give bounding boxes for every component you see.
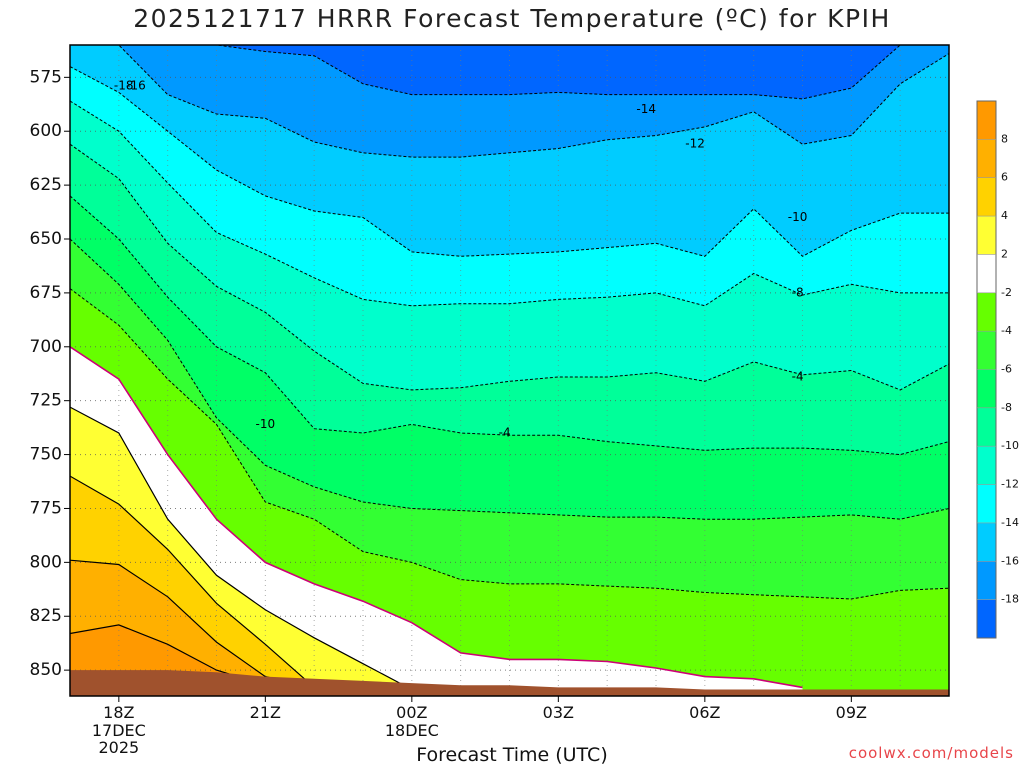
x-tick-sublabel: 18DEC [385,721,439,740]
colorbar-swatch [977,407,996,447]
y-tick-label: 625 [30,175,62,195]
x-axis-label: Forecast Time (UTC) [416,744,608,766]
contour-label: -18 [114,78,134,92]
colorbar-label: -10 [1001,439,1019,452]
y-tick-label: 850 [30,660,62,680]
colorbar-label: 6 [1001,171,1008,184]
contour-label: -16 [126,78,146,92]
colorbar-label: -14 [1001,516,1019,529]
contour-label: -10 [256,417,276,431]
isotherm--14 [70,66,949,257]
colorbar-label: -2 [1001,286,1012,299]
y-tick-label: 700 [30,337,62,357]
isotherm--2 [70,346,803,689]
colorbar-swatch [977,139,996,179]
colorbar-swatch [977,369,996,409]
x-tick-sublabel: 2025 [98,738,139,757]
y-tick-label: 775 [30,498,62,518]
y-tick-label: 650 [30,229,62,249]
colorbar-label: -16 [1001,554,1019,567]
y-tick-label: 800 [30,552,62,572]
contour-label: -14 [636,102,656,116]
y-tick-label: 600 [30,121,62,141]
isotherm--12 [70,100,949,307]
isotherm--16 [113,45,949,158]
colorbar-swatch [977,177,996,217]
contour-label: -8 [792,285,804,299]
isotherm--10 [70,143,949,391]
chart-title: 2025121717 HRRR Forecast Temperature (ºC… [133,4,891,33]
colorbar-swatch [977,331,996,370]
colorbar-swatch [977,254,996,294]
contour-label: -4 [499,426,511,440]
y-tick-label: 825 [30,606,62,626]
colorbar-label: -12 [1001,478,1019,491]
x-tick-label: 09Z [836,703,867,722]
colorbar-swatch [977,484,996,524]
colorbar-label: 4 [1001,209,1008,222]
contour-label: -4 [792,369,804,383]
colorbar-swatch [977,446,996,486]
colorbar-swatch [977,101,996,140]
colorbar-label: 8 [1001,132,1008,145]
colorbar-label: -8 [1001,401,1012,414]
isotherm--8 [70,195,949,456]
terrain-surface [70,670,949,696]
isotherm--6 [70,238,949,520]
x-tick-label: 21Z [250,703,281,722]
site-credit: coolwx.com/models [848,744,1014,762]
x-tick-label: 18Z [103,703,134,722]
y-tick-label: 575 [30,67,62,87]
y-tick-label: 675 [30,283,62,303]
colorbar-label: -18 [1001,593,1019,606]
x-tick-label: 03Z [543,703,574,722]
isotherm--18 [210,45,902,100]
y-tick-label: 750 [30,445,62,465]
colorbar-swatch [977,292,996,332]
colorbar-swatch [977,216,996,255]
isotherm-2 [70,475,315,688]
contour-label: -12 [685,137,705,151]
plot-frame [69,44,950,697]
colorbar-swatch [977,522,996,562]
colorbar-label: -4 [1001,324,1012,337]
isotherm--4 [70,288,949,600]
x-tick-label: 00Z [396,703,427,722]
isotherm-0 [70,406,413,691]
y-tick-label: 725 [30,391,62,411]
x-tick-label: 06Z [689,703,720,722]
contour-label: -10 [788,210,808,224]
colorbar-label: -6 [1001,363,1012,376]
colorbar-swatch [977,599,996,639]
colorbar-swatch [977,561,996,601]
x-tick-sublabel: 17DEC [92,721,146,740]
colorbar-label: 2 [1001,247,1008,260]
